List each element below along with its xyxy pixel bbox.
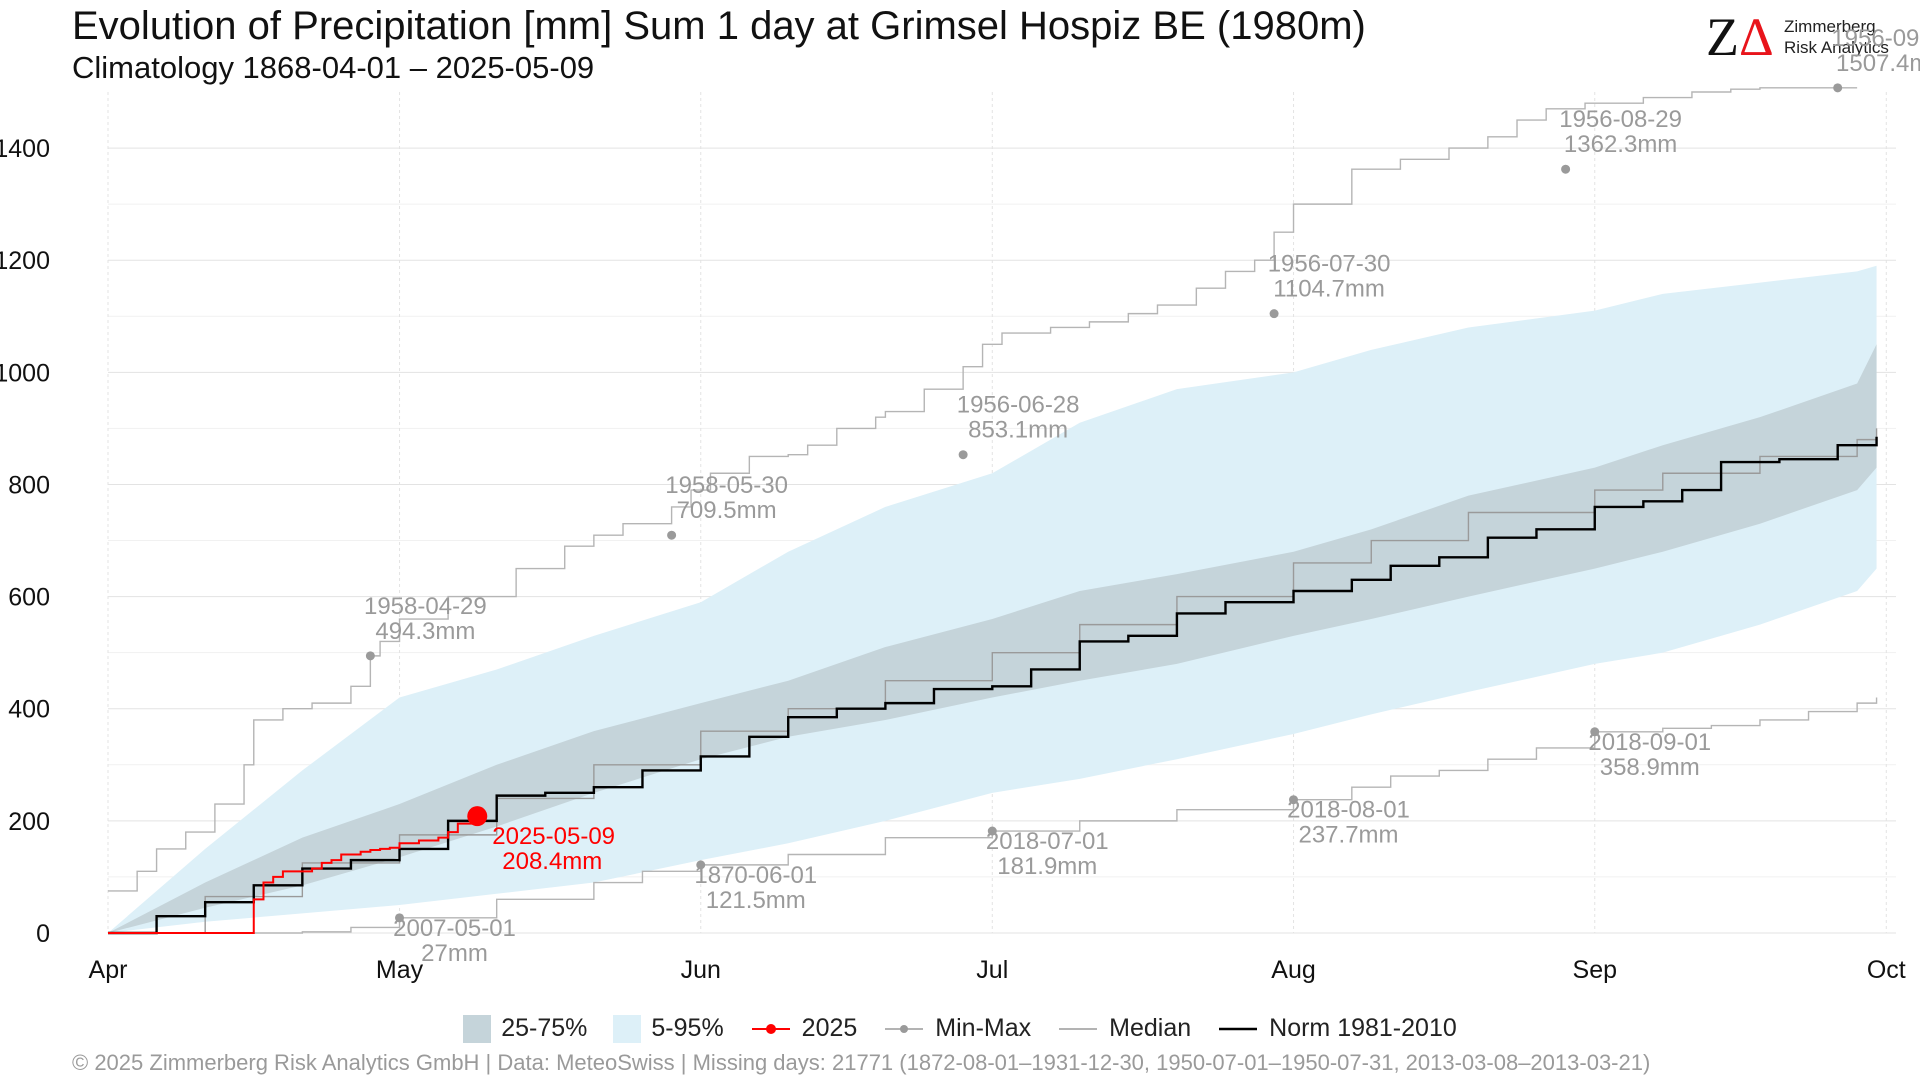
x-tick-label: Oct	[1867, 956, 1906, 984]
annotation-value: 1104.7mm	[1273, 276, 1385, 303]
current-2025-line	[108, 816, 479, 934]
y-tick-label: 800	[8, 471, 50, 499]
legend-item-25-75: 25-75%	[463, 1014, 587, 1043]
chart-subtitle: Climatology 1868-04-01 – 2025-05-09	[72, 50, 595, 85]
legend-swatch-2025	[751, 1023, 790, 1034]
annotation-value: 494.3mm	[375, 618, 475, 645]
x-tick-label: Jun	[681, 956, 721, 984]
y-tick-label: 1400	[0, 135, 50, 163]
annotation-date: 2018-09-01	[1588, 729, 1711, 756]
x-tick-label: Jul	[976, 956, 1008, 984]
legend-item-minmax: Min-Max	[883, 1014, 1031, 1043]
annotation-date: 1870-06-01	[694, 862, 817, 889]
legend-label-2025: 2025	[801, 1014, 858, 1042]
annotation-value: 1362.3mm	[1564, 131, 1677, 158]
y-tick-label: 600	[8, 584, 50, 612]
legend-swatch-25-75	[463, 1014, 492, 1043]
band-25-75	[108, 344, 1877, 933]
logo-text-line1: Zimmerberg	[1784, 17, 1876, 36]
annotation-value: 709.5mm	[677, 497, 777, 524]
min-point	[395, 913, 405, 923]
annotation-date: 1956-06-28	[957, 392, 1080, 419]
min-point	[1590, 727, 1600, 737]
max-point	[1561, 164, 1571, 174]
legend-label-25-75: 25-75%	[501, 1014, 588, 1042]
max-point	[1833, 83, 1843, 93]
y-tick-label: 200	[8, 808, 50, 836]
min-series-line	[108, 697, 1878, 934]
annotation-value: 181.9mm	[997, 853, 1097, 880]
legend-label-norm: Norm 1981-2010	[1269, 1014, 1457, 1042]
annotation-value: 237.7mm	[1298, 822, 1398, 849]
annotation-value: 853.1mm	[968, 417, 1068, 444]
annotation-date: 2018-07-01	[986, 828, 1109, 855]
annotation-value: 27mm	[421, 940, 488, 967]
annotation-date: 1956-09-26	[1831, 25, 1920, 52]
footer-credits: © 2025 Zimmerberg Risk Analytics GmbH | …	[72, 1050, 1651, 1075]
annotation-date: 1958-05-30	[665, 472, 788, 499]
max-point	[365, 651, 375, 661]
annotation-date: 1958-04-29	[364, 593, 487, 620]
legend-swatch-minmax	[885, 1024, 924, 1033]
max-point	[667, 530, 677, 540]
chart-title: Evolution of Precipitation [mm] Sum 1 da…	[72, 4, 1366, 48]
norm-series-line	[108, 436, 1878, 935]
x-tick-label: May	[376, 956, 424, 984]
company-logo: ZΔ Zimmerberg Risk Analytics	[1706, 7, 1906, 70]
chart-legend: 25-75% 5-95% 2025 Min-Max Median Norm 19…	[0, 1014, 1920, 1043]
legend-item-median: Median	[1057, 1014, 1191, 1043]
annotation-value: 208.4mm	[502, 848, 602, 875]
legend-swatch-5-95	[613, 1014, 642, 1043]
annotation-date: 2007-05-01	[393, 915, 516, 942]
logo-mark: ZΔ	[1706, 7, 1774, 67]
x-tick-label: Apr	[89, 956, 128, 984]
x-tick-label: Aug	[1271, 956, 1315, 984]
legend-item-5-95: 5-95%	[613, 1014, 724, 1043]
min-point	[696, 860, 706, 870]
current-2025-marker	[467, 806, 488, 827]
max-series-line	[108, 87, 1858, 892]
annotation-date: 2025-05-09	[492, 823, 615, 850]
y-tick-label: 400	[8, 696, 50, 724]
x-tick-label: Sep	[1573, 956, 1617, 984]
logo-text-line2: Risk Analytics	[1784, 38, 1889, 57]
legend-item-2025: 2025	[750, 1014, 858, 1043]
y-tick-label: 1000	[0, 359, 50, 387]
legend-swatch-median	[1059, 1027, 1098, 1030]
legend-label-5-95: 5-95%	[651, 1014, 724, 1042]
legend-item-norm: Norm 1981-2010	[1217, 1014, 1457, 1043]
legend-swatch-norm	[1219, 1027, 1258, 1030]
max-point	[1269, 309, 1279, 319]
min-point	[1289, 795, 1299, 805]
legend-label-median: Median	[1109, 1014, 1192, 1042]
max-point	[958, 450, 968, 460]
y-tick-label: 0	[36, 920, 50, 948]
annotation-value: 121.5mm	[706, 887, 806, 914]
annotation-date: 1956-07-30	[1268, 251, 1391, 278]
y-tick-label: 1200	[0, 247, 50, 275]
annotation-value: 1507.4mm	[1836, 50, 1920, 77]
legend-label-minmax: Min-Max	[935, 1014, 1032, 1042]
annotation-value: 358.9mm	[1600, 754, 1700, 781]
annotation-date: 1956-08-29	[1559, 106, 1682, 133]
logo-text: Zimmerberg Risk Analytics	[1784, 16, 1889, 58]
min-point	[987, 826, 997, 836]
annotation-date: 2018-08-01	[1287, 797, 1410, 824]
